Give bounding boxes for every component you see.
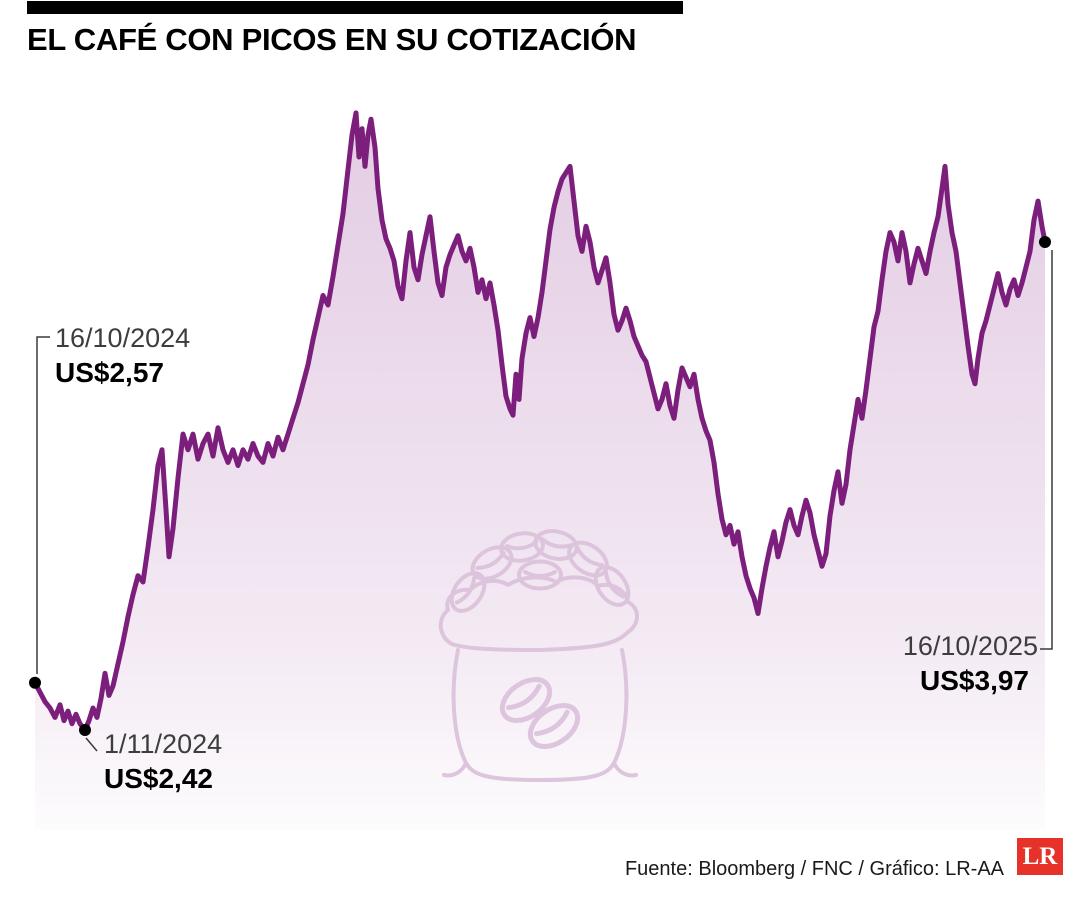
annotation-start-date: 16/10/2024 (55, 323, 191, 353)
marker-dot (79, 724, 91, 736)
price-area (35, 112, 1045, 830)
lr-logo: LR (1017, 838, 1063, 875)
callout-line-end (1040, 250, 1053, 650)
annotation-end-date: 16/10/2025 (902, 631, 1038, 661)
marker-dots (29, 236, 1051, 736)
marker-dot (29, 676, 41, 689)
annotation-end: 16/10/2025 US$3,97 (903, 631, 1038, 697)
annotation-low-price: US$2,42 (104, 763, 213, 794)
top-accent-bar (27, 1, 683, 14)
marker-dot (1039, 236, 1051, 248)
annotation-low: 1/11/2024 US$2,42 (104, 729, 222, 795)
page-title: EL CAFÉ CON PICOS EN SU COTIZACIÓN (27, 22, 637, 57)
annotation-end-price: US$3,97 (920, 665, 1029, 696)
annotation-start-price: US$2,57 (55, 357, 164, 388)
coffee-bag-watermark-icon (438, 525, 639, 782)
annotation-start: 16/10/2024 US$2,57 (55, 323, 190, 389)
callout-line-start (36, 336, 50, 674)
annotation-low-date: 1/11/2024 (104, 729, 223, 759)
price-line (32, 110, 1048, 733)
callout-line-low (85, 737, 98, 752)
source-credit: Fuente: Bloomberg / FNC / Gráfico: LR-AA (624, 858, 1004, 880)
